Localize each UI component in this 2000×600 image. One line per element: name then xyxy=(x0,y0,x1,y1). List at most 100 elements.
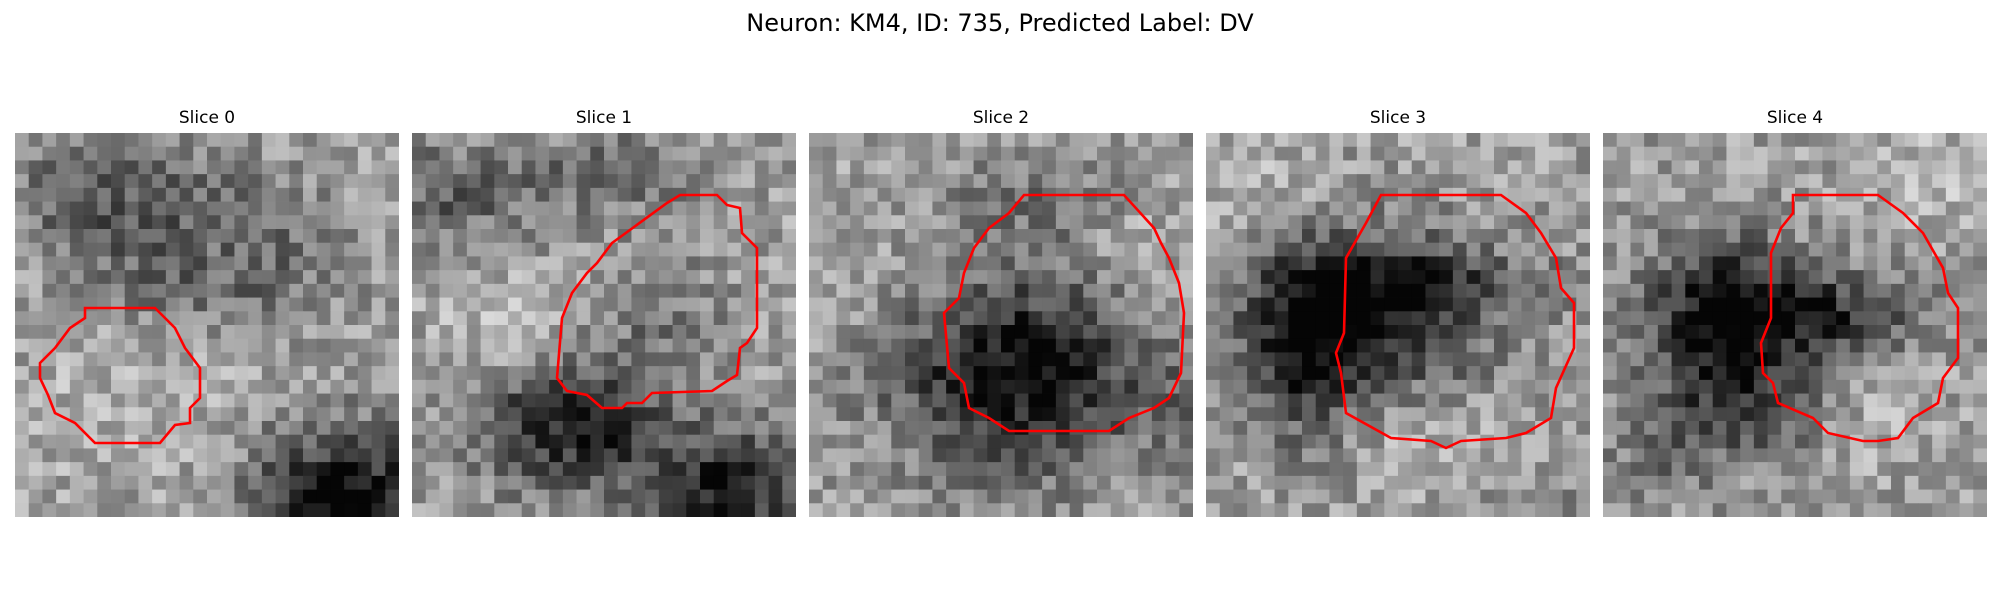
pixel-cell xyxy=(1014,352,1029,367)
pixel-cell xyxy=(303,325,318,340)
pixel-cell xyxy=(754,283,769,298)
pixel-cell xyxy=(316,352,331,367)
pixel-cell xyxy=(1028,475,1043,490)
pixel-cell xyxy=(248,338,263,353)
pixel-cell xyxy=(1699,338,1714,353)
pixel-cell xyxy=(371,187,386,202)
pixel-cell xyxy=(289,366,304,381)
pixel-cell xyxy=(1274,434,1289,449)
pixel-cell xyxy=(1343,160,1358,175)
pixel-cell xyxy=(1945,475,1960,490)
pixel-cell xyxy=(713,352,728,367)
pixel-cell xyxy=(1001,393,1016,408)
pixel-cell xyxy=(1097,160,1112,175)
pixel-cell xyxy=(69,407,84,422)
pixel-cell xyxy=(1480,256,1495,271)
pixel-cell xyxy=(193,352,208,367)
pixel-cell xyxy=(562,311,577,326)
pixel-cell xyxy=(193,311,208,326)
pixel-cell xyxy=(1822,352,1837,367)
pixel-cell xyxy=(877,338,892,353)
pixel-cell xyxy=(1411,462,1426,477)
pixel-cell xyxy=(1507,448,1522,463)
pixel-cell xyxy=(932,352,947,367)
pixel-cell xyxy=(535,325,550,340)
pixel-cell xyxy=(1274,297,1289,312)
pixel-cell xyxy=(1932,133,1947,148)
pixel-cell xyxy=(521,256,536,271)
pixel-cell xyxy=(1411,242,1426,257)
pixel-cell xyxy=(1315,379,1330,394)
pixel-cell xyxy=(658,146,673,161)
pixel-cell xyxy=(439,407,454,422)
pixel-cell xyxy=(425,434,440,449)
pixel-cell xyxy=(1657,229,1672,244)
pixel-cell xyxy=(1260,256,1275,271)
pixel-cell xyxy=(303,366,318,381)
pixel-cell xyxy=(1630,201,1645,216)
pixel-cell xyxy=(1507,366,1522,381)
pixel-cell xyxy=(508,421,523,436)
pixel-cell xyxy=(466,297,481,312)
pixel-cell xyxy=(303,407,318,422)
pixel-cell xyxy=(207,311,222,326)
pixel-cell xyxy=(220,489,235,504)
pixel-cell xyxy=(480,325,495,340)
pixel-cell xyxy=(1959,160,1974,175)
pixel-cell xyxy=(1836,297,1851,312)
pixel-cell xyxy=(494,393,509,408)
pixel-cell xyxy=(439,297,454,312)
pixel-cell xyxy=(28,229,43,244)
pixel-cell xyxy=(425,503,440,517)
pixel-cell xyxy=(275,201,290,216)
pixel-cell xyxy=(1452,448,1467,463)
pixel-cell xyxy=(466,215,481,230)
pixel-cell xyxy=(576,338,591,353)
pixel-cell xyxy=(1891,229,1906,244)
pixel-cell xyxy=(973,421,988,436)
pixel-cell xyxy=(439,229,454,244)
pixel-cell xyxy=(521,462,536,477)
pixel-cell xyxy=(1671,187,1686,202)
pixel-cell xyxy=(1083,462,1098,477)
pixel-cell xyxy=(453,393,468,408)
pixel-cell xyxy=(1028,201,1043,216)
pixel-cell xyxy=(905,503,920,517)
pixel-cell xyxy=(508,325,523,340)
pixel-cell xyxy=(425,407,440,422)
pixel-cell xyxy=(1206,256,1221,271)
pixel-cell xyxy=(1822,379,1837,394)
pixel-cell xyxy=(1384,475,1399,490)
pixel-cell xyxy=(959,489,974,504)
pixel-cell xyxy=(179,352,194,367)
pixel-cell xyxy=(1042,174,1057,189)
pixel-cell xyxy=(1959,146,1974,161)
pixel-cell xyxy=(1507,174,1522,189)
pixel-cell xyxy=(1042,311,1057,326)
pixel-cell xyxy=(1877,242,1892,257)
pixel-cell xyxy=(1603,393,1618,408)
pixel-cell xyxy=(1849,201,1864,216)
pixel-cell xyxy=(1781,311,1796,326)
pixel-cell xyxy=(1206,338,1221,353)
pixel-cell xyxy=(549,242,564,257)
pixel-cell xyxy=(1411,325,1426,340)
pixel-cell xyxy=(987,133,1002,148)
pixel-cell xyxy=(959,434,974,449)
pixel-cell xyxy=(891,146,906,161)
pixel-cell xyxy=(138,489,153,504)
pixel-cell xyxy=(1877,379,1892,394)
pixel-cell xyxy=(973,242,988,257)
pixel-cell xyxy=(1781,146,1796,161)
pixel-cell xyxy=(727,256,742,271)
pixel-cell xyxy=(1247,475,1262,490)
pixel-cell xyxy=(918,325,933,340)
pixel-cell xyxy=(1055,434,1070,449)
pixel-cell xyxy=(1644,462,1659,477)
figure-title: Neuron: KM4, ID: 735, Predicted Label: D… xyxy=(746,9,1254,37)
pixel-cell xyxy=(1548,311,1563,326)
pixel-cell xyxy=(508,475,523,490)
pixel-cell xyxy=(1302,242,1317,257)
pixel-cell xyxy=(1726,475,1741,490)
pixel-cell xyxy=(207,146,222,161)
